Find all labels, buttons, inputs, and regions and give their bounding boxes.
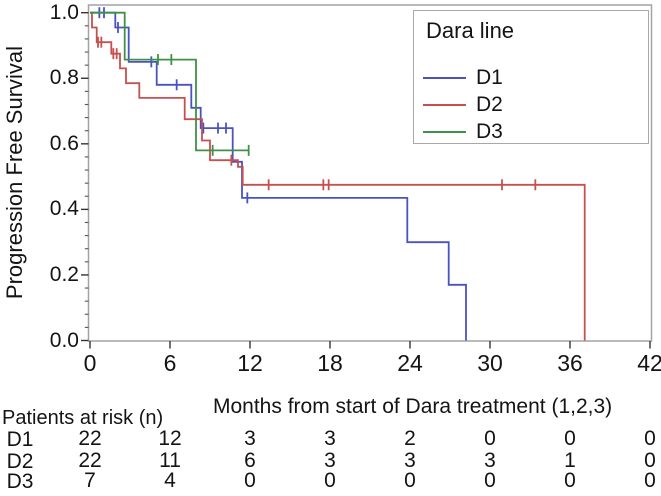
risk-count-d3: 0 [244,469,256,492]
x-tick-label: 30 [477,349,503,376]
legend-entry-d3: D3 [423,119,503,145]
risk-count-d2: 22 [78,449,102,472]
risk-row-label-d2: D2 [6,450,34,473]
curve-d1 [90,11,467,341]
risk-count-d3: 0 [404,469,416,492]
y-tick-label: 1.0 [49,0,79,24]
risk-count-d2: 1 [564,449,576,472]
x-tick-label: 36 [557,349,583,376]
y-tick-label: 0.0 [49,328,79,352]
risk-count-d2: 6 [244,449,256,472]
risk-count-d3: 0 [484,469,496,492]
risk-table-title: Patients at risk (n) [2,407,164,429]
legend-line-d1-icon [423,77,466,79]
curve-d3 [90,11,249,152]
risk-count-d2: 3 [484,449,496,472]
risk-count-d1: 0 [564,427,576,450]
risk-count-d3: 4 [164,469,176,492]
y-axis-label: Progression Free Survival [2,45,27,300]
x-tick-label: 0 [83,349,97,376]
legend-entry-d1: D1 [423,65,503,91]
x-axis-label: Months from start of Dara treatment (1,2… [213,395,613,418]
risk-count-d2: 3 [324,449,336,472]
risk-count-d2: 3 [404,449,416,472]
x-tick-label: 12 [237,349,263,376]
risk-count-d3: 7 [84,469,96,492]
risk-count-d1: 22 [78,427,102,450]
risk-count-d1: 12 [158,427,182,450]
risk-count-d1: 0 [484,427,496,450]
risk-count-d1: 2 [404,427,416,450]
risk-row-label-d3: D3 [6,470,34,493]
x-tick-label: 42 [637,349,661,376]
risk-count-d1: 3 [324,427,336,450]
risk-row-label-d1: D1 [6,428,34,451]
legend-box: Dara line D1 D2 D3 [413,10,649,144]
y-tick-label: 0.2 [49,262,79,286]
legend-line-d3-icon [423,131,466,133]
risk-count-d1: 0 [644,427,656,450]
legend-title: Dara line [426,18,515,43]
risk-count-d3: 0 [324,469,336,492]
risk-count-d2: 11 [159,449,181,472]
y-tick-label: 0.4 [49,197,79,221]
y-tick-label: 0.6 [49,131,79,155]
risk-count-d1: 3 [244,427,256,450]
risk-count-d3: 0 [564,469,576,492]
risk-count-d2: 0 [644,449,656,472]
legend-line-d2-icon [423,104,466,106]
y-tick-label: 0.8 [49,66,79,90]
x-tick-label: 18 [317,349,343,376]
risk-count-d3: 0 [644,469,656,492]
curve-d2 [90,11,586,341]
legend-label-d3: D3 [476,120,503,143]
x-tick-label: 6 [163,349,177,376]
legend-label-d2: D2 [476,93,503,116]
legend-entry-d2: D2 [423,92,503,118]
x-tick-label: 24 [397,349,423,376]
legend-label-d1: D1 [476,66,503,89]
